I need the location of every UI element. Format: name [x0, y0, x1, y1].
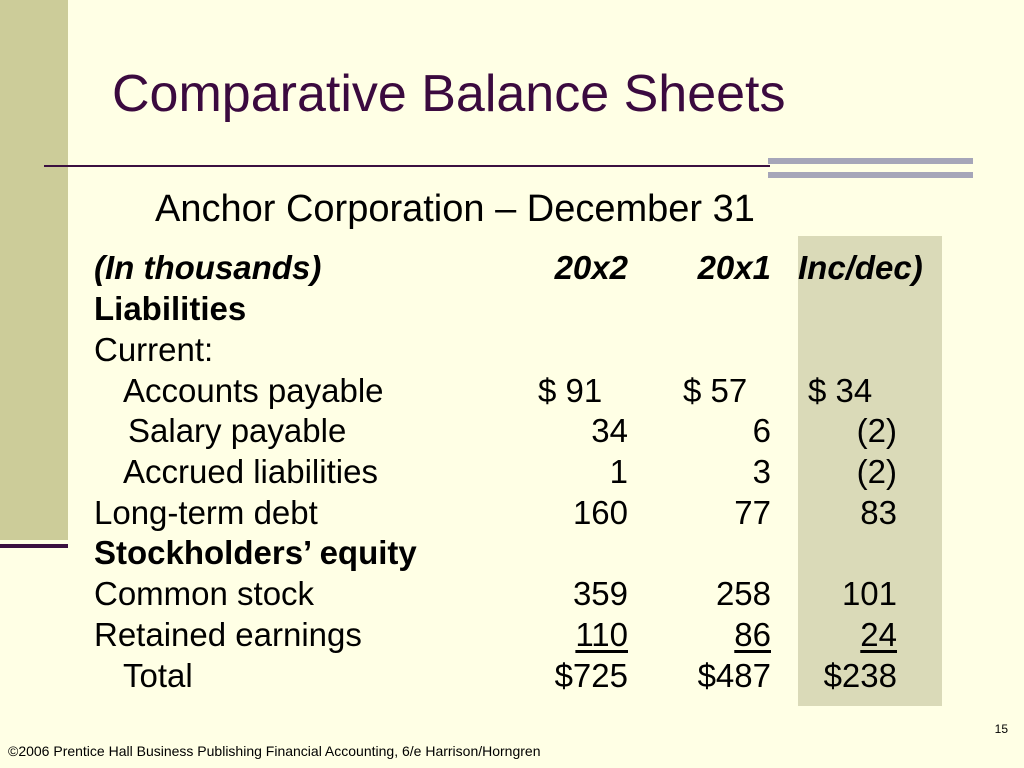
- row-label: Retained earnings: [94, 616, 362, 653]
- table-row: Accrued liabilities 1 3 (2): [0, 452, 1024, 493]
- table-header-row: (In thousands) 20x2 20x1 Inc/dec): [0, 248, 1024, 289]
- header-col-20x1: 20x1: [697, 249, 771, 286]
- row-label: Total: [123, 657, 193, 694]
- row-label: Long-term debt: [94, 494, 318, 531]
- table-row: Retained earnings 110 86 24: [0, 615, 1024, 656]
- cell-20x1: 86: [734, 616, 771, 653]
- cell-20x2: 359: [572, 575, 628, 612]
- table-row: Accounts payable $ 91 $ 57 $ 34: [0, 371, 1024, 412]
- cell-20x1: 77: [734, 494, 771, 531]
- row-label: Common stock: [94, 575, 315, 612]
- decorative-bar-bottom: [768, 172, 973, 178]
- row-label: Stockholders’ equity: [94, 534, 417, 571]
- cell-20x2: $ 91: [538, 372, 603, 409]
- row-label: Liabilities: [94, 290, 247, 327]
- table-row: Liabilities: [0, 289, 1024, 330]
- header-col-inc-dec: Inc/dec): [798, 249, 923, 286]
- header-label: (In thousands): [94, 249, 322, 286]
- cell-20x2: 1: [609, 453, 628, 490]
- cell-inc-dec: 24: [860, 616, 897, 653]
- cell-20x1: $487: [697, 657, 771, 694]
- cell-20x1: 6: [752, 412, 771, 449]
- row-label: Salary payable: [128, 412, 347, 449]
- cell-20x1: 258: [715, 575, 771, 612]
- slide-subtitle: Anchor Corporation – December 31: [155, 188, 755, 230]
- left-accent-rule: [0, 544, 68, 548]
- inc-dec-column-highlight: [798, 236, 942, 706]
- table-row: Total $725 $487 $238: [0, 656, 1024, 697]
- copyright-footer: ©2006 Prentice Hall Business Publishing …: [8, 743, 541, 759]
- cell-inc-dec: (2): [856, 412, 897, 449]
- cell-inc-dec: $ 34: [808, 372, 873, 409]
- header-col-20x2: 20x2: [554, 249, 628, 286]
- left-decorative-band: [0, 0, 68, 540]
- cell-inc-dec: (2): [856, 453, 897, 490]
- table-row: Current:: [0, 330, 1024, 371]
- table-row: Salary payable 34 6 (2): [0, 411, 1024, 452]
- decorative-bar-top: [768, 158, 973, 164]
- row-label: Accounts payable: [123, 372, 384, 409]
- cell-inc-dec: 83: [860, 494, 897, 531]
- row-label: Accrued liabilities: [123, 453, 378, 490]
- page-number: 15: [994, 722, 1008, 736]
- cell-inc-dec: $238: [823, 657, 897, 694]
- title-divider: [44, 165, 770, 167]
- cell-20x1: 3: [752, 453, 771, 490]
- decorative-bars: [768, 158, 973, 180]
- table-row: Stockholders’ equity: [0, 533, 1024, 574]
- cell-20x2: 160: [572, 494, 628, 531]
- table-row: Common stock 359 258 101: [0, 574, 1024, 615]
- cell-20x1: $ 57: [683, 372, 748, 409]
- row-label: Current:: [94, 331, 214, 368]
- slide-title: Comparative Balance Sheets: [112, 65, 786, 123]
- table-row: Long-term debt 160 77 83: [0, 493, 1024, 534]
- cell-20x2: $725: [554, 657, 628, 694]
- cell-inc-dec: 101: [841, 575, 897, 612]
- cell-20x2: 110: [575, 616, 628, 653]
- cell-20x2: 34: [591, 412, 628, 449]
